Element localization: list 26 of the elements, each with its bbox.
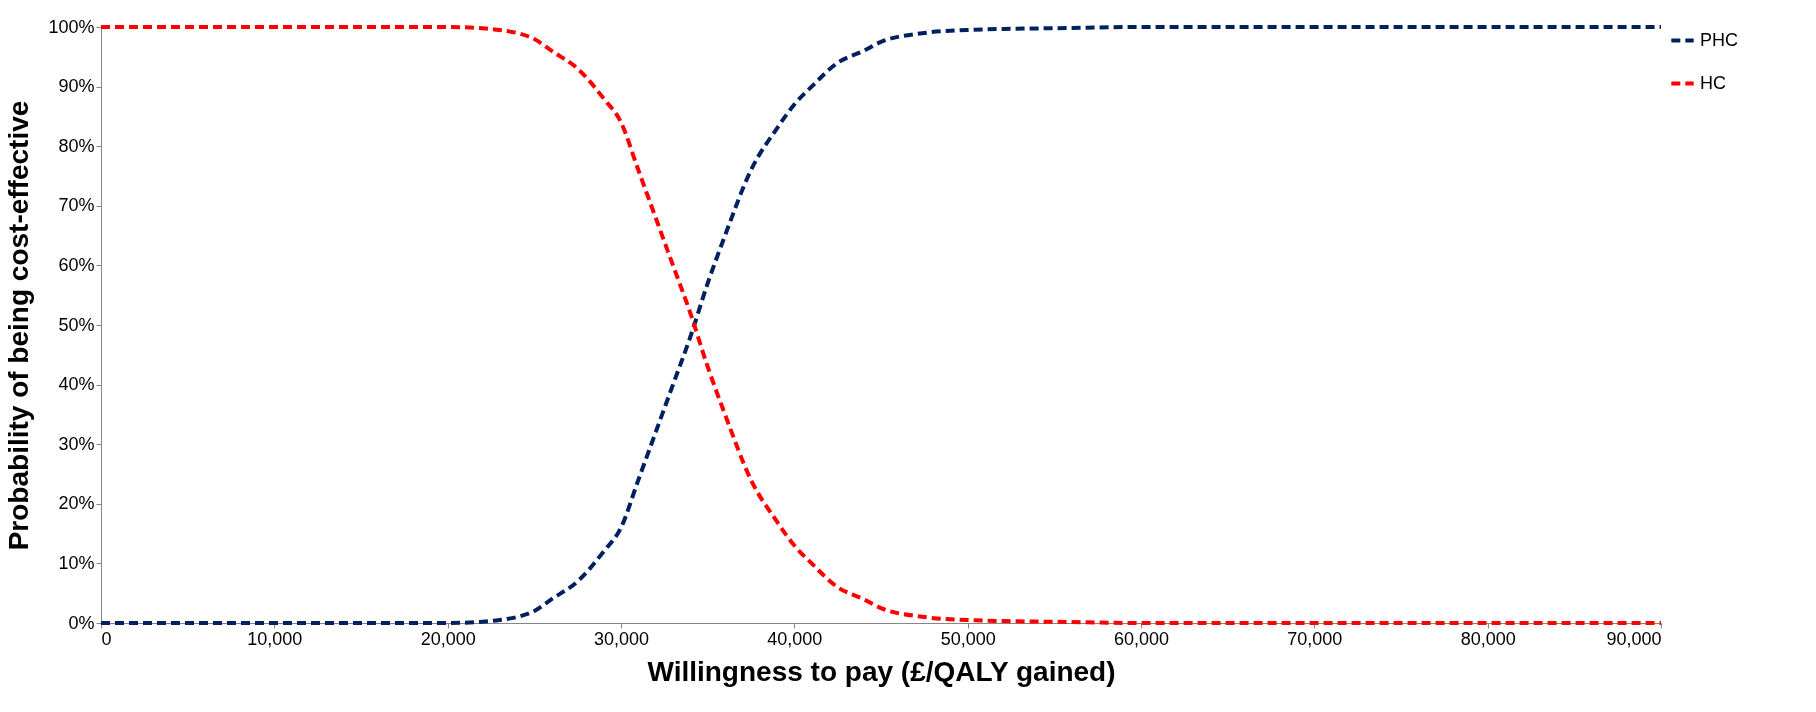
y-tick-label: 70%: [58, 195, 95, 216]
y-tick-label: 80%: [58, 135, 95, 156]
x-tick-label: 20,000: [420, 628, 476, 649]
y-tick-label: 50%: [58, 314, 95, 335]
x-tick-label: 60,000: [1113, 628, 1170, 649]
y-tick-label: 20%: [58, 493, 95, 514]
x-tick-label: 80,000: [1460, 628, 1516, 649]
y-tick-label: 0%: [68, 612, 95, 633]
x-tick-label: 40,000: [767, 628, 823, 649]
y-tick-label: 60%: [58, 254, 95, 275]
x-axis-title: Willingness to pay (£/QALY gained): [647, 655, 1116, 687]
y-tick-label: 100%: [48, 16, 95, 37]
line-series: [99, 25, 1663, 625]
y-tick-label: 30%: [58, 433, 95, 454]
legend-label: PHC: [1700, 29, 1739, 50]
legend-label: HC: [1700, 72, 1726, 93]
y-tick-label: 10%: [58, 552, 95, 573]
y-tick-label: 40%: [58, 374, 95, 395]
x-tick-label: 70,000: [1287, 628, 1343, 649]
y-axis-title: Probability of being cost-effective: [3, 100, 35, 551]
y-tick-label: 90%: [58, 76, 95, 97]
x-tick-label: 90,000: [1606, 628, 1662, 649]
x-tick-label: 0: [101, 628, 112, 649]
x-tick-label: 30,000: [593, 628, 650, 649]
x-tick-label: 10,000: [247, 628, 303, 649]
x-tick-label: 50,000: [940, 628, 996, 649]
